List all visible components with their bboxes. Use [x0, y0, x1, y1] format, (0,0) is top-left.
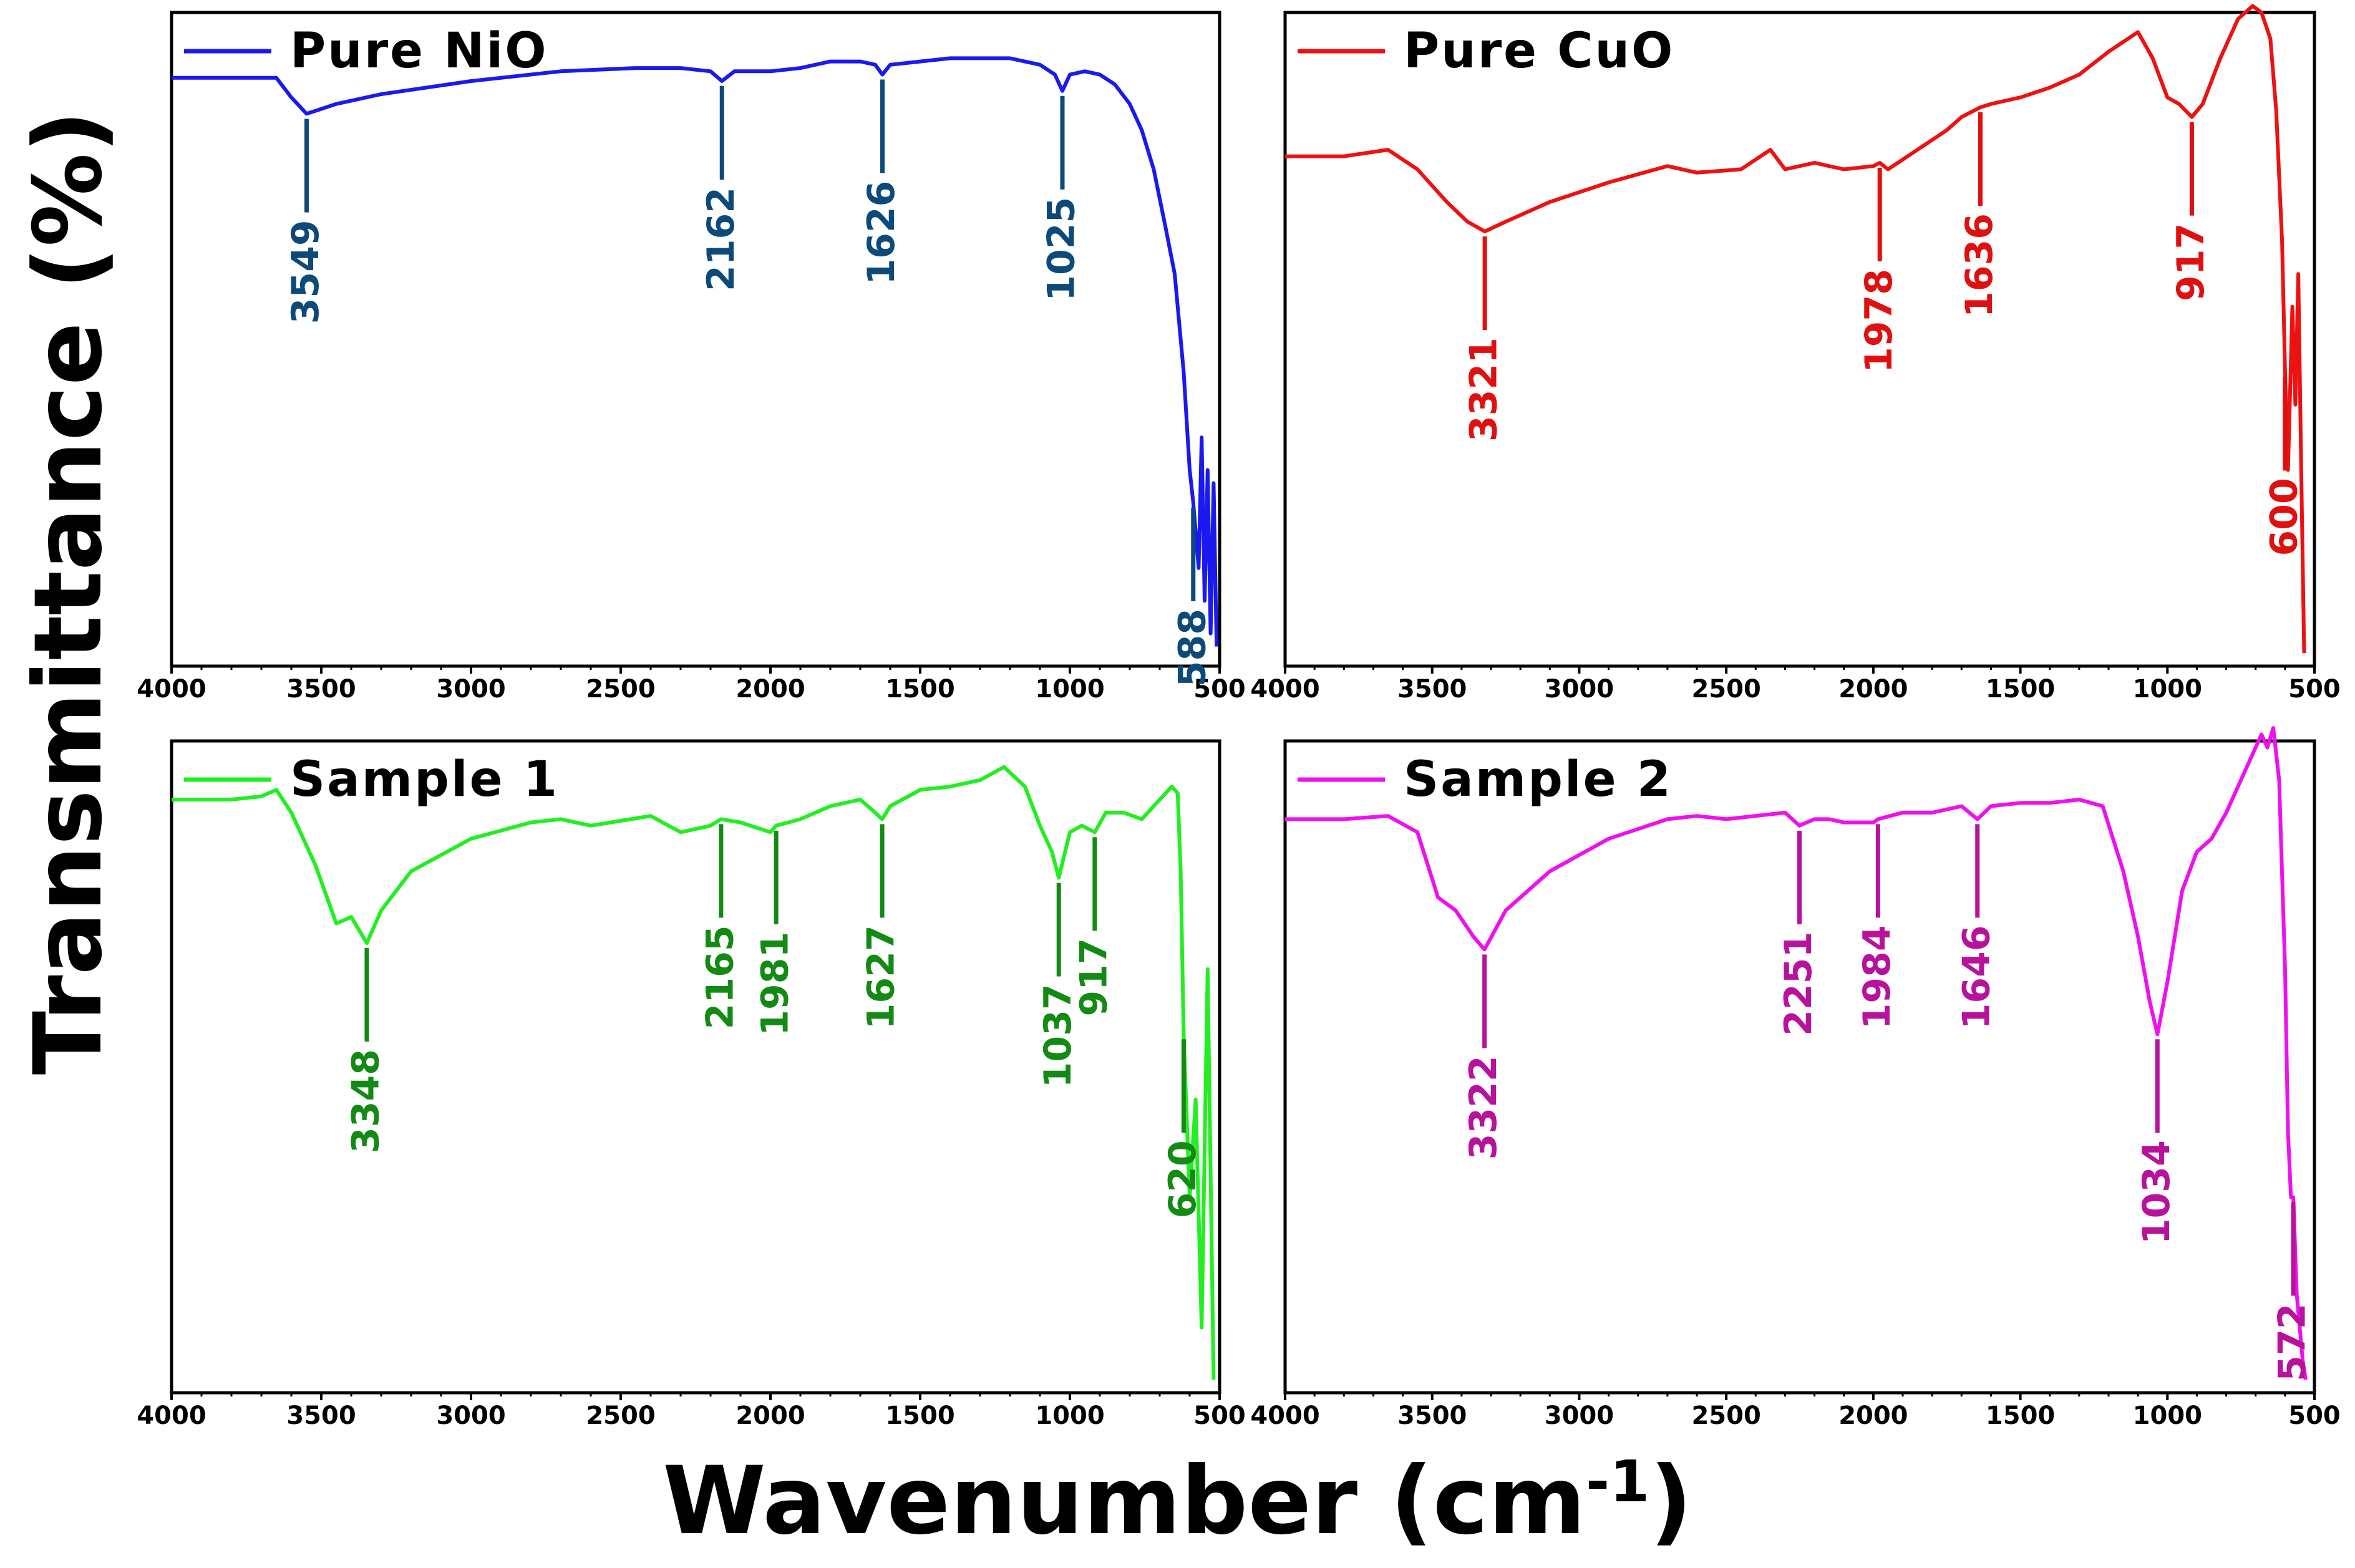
x-tick-label-sample1-500: 500: [1193, 1401, 1246, 1430]
peak-label-sample1-1981: 1981: [754, 932, 797, 1036]
x-tick-label-nio-4000: 4000: [137, 675, 206, 704]
series-line-sample2-0: [1285, 726, 2308, 1380]
plot-frame-cuo: [1283, 11, 2316, 668]
peak-label-sample1-917: 917: [1072, 938, 1115, 1016]
x-tick-label-nio-1000: 1000: [1035, 675, 1104, 704]
x-tick-label-nio-3000: 3000: [436, 675, 505, 704]
x-axis-title-main: Wavenumber (cm: [663, 1447, 1586, 1556]
legend-label-cuo: Pure CuO: [1404, 23, 1674, 79]
legend-label-sample2: Sample 2: [1404, 752, 1673, 808]
x-tick-label-cuo-3000: 3000: [1545, 675, 1614, 704]
panel-sample2: 4000 3500 3000 2500 2000 1500 1000 500 3322 2251 1…: [1250, 726, 2341, 1430]
peak-label-cuo-1978: 1978: [1857, 269, 1901, 373]
x-tick-label-sample2-4000: 4000: [1250, 1401, 1319, 1430]
peak-label-sample1-1627: 1627: [860, 925, 903, 1029]
peak-label-sample2-2251: 2251: [1777, 932, 1820, 1036]
x-tick-label-sample2-2500: 2500: [1691, 1401, 1760, 1430]
x-tick-label-nio-1500: 1500: [885, 675, 954, 704]
panel-nio: 4000 3500 3000 2500 2000 1500 1000 500 3549 2162 1…: [137, 11, 1246, 704]
x-tick-label-sample2-500: 500: [2288, 1401, 2341, 1430]
peak-label-cuo-1636: 1636: [1958, 213, 2001, 317]
x-tick-label-cuo-2500: 2500: [1691, 675, 1760, 704]
series-line-nio-0: [172, 56, 1219, 647]
x-tick-label-cuo-1500: 1500: [1986, 675, 2055, 704]
peak-label-sample2-572: 572: [2271, 1304, 2314, 1382]
peak-label-sample2-1034: 1034: [2135, 1140, 2178, 1244]
x-tick-label-sample2-1000: 1000: [2133, 1401, 2202, 1430]
x-tick-label-sample1-4000: 4000: [137, 1401, 206, 1430]
x-tick-label-cuo-4000: 4000: [1250, 675, 1319, 704]
plot-frame-sample2: [1283, 739, 2316, 1395]
peak-label-sample2-1984: 1984: [1855, 925, 1899, 1029]
x-tick-label-sample1-3000: 3000: [436, 1401, 505, 1430]
peak-label-sample1-1037: 1037: [1036, 984, 1080, 1088]
panel-sample1: 4000 3500 3000 2500 2000 1500 1000 500 3348 2165 1…: [137, 739, 1246, 1430]
x-tick-label-sample1-3500: 3500: [286, 1401, 356, 1430]
peak-label-sample1-3348: 3348: [344, 1049, 388, 1153]
x-tick-label-cuo-1000: 1000: [2133, 675, 2202, 704]
x-tick-label-sample2-3000: 3000: [1545, 1401, 1614, 1430]
x-tick-label-sample1-1000: 1000: [1035, 1401, 1104, 1430]
x-tick-label-nio-2500: 2500: [586, 675, 655, 704]
x-tick-label-sample1-2500: 2500: [586, 1401, 655, 1430]
peak-label-sample2-3322: 3322: [1462, 1055, 1505, 1159]
x-tick-label-sample1-2000: 2000: [736, 1401, 805, 1430]
x-tick-label-sample2-3500: 3500: [1397, 1401, 1467, 1430]
peak-label-nio-588: 588: [1170, 609, 1214, 687]
peak-label-nio-1626: 1626: [860, 181, 903, 285]
peak-label-sample1-620: 620: [1161, 1140, 1205, 1218]
series-line-sample1-0: [172, 765, 1216, 1380]
x-tick-label-cuo-2000: 2000: [1838, 675, 1908, 704]
peak-label-cuo-3321: 3321: [1462, 337, 1506, 442]
legend-label-sample1: Sample 1: [290, 752, 559, 808]
x-axis-title-end: ): [1649, 1447, 1692, 1556]
plot-frame-nio: [170, 11, 1221, 668]
x-tick-label-cuo-3500: 3500: [1397, 675, 1467, 704]
peak-label-sample2-1646: 1646: [1954, 925, 1998, 1029]
x-tick-label-nio-2000: 2000: [736, 675, 805, 704]
panel-cuo: 4000 3500 3000 2500 2000 1500 1000 500 3321 1978 1…: [1250, 4, 2341, 704]
plot-frame-sample1: [170, 739, 1221, 1395]
peak-label-sample1-2165: 2165: [698, 925, 742, 1029]
x-tick-label-cuo-500: 500: [2288, 675, 2341, 704]
peak-label-nio-1025: 1025: [1040, 197, 1084, 301]
x-tick-label-sample2-2000: 2000: [1838, 1401, 1908, 1430]
x-tick-label-sample1-1500: 1500: [885, 1401, 954, 1430]
peak-label-cuo-917: 917: [2169, 223, 2213, 301]
series-line-cuo-0: [1285, 4, 2306, 654]
x-tick-label-nio-500: 500: [1193, 675, 1246, 704]
legend-label-nio: Pure NiO: [290, 23, 548, 79]
x-axis-title: Wavenumber (cm-1): [0, 1435, 2355, 1568]
x-tick-label-sample2-1500: 1500: [1986, 1401, 2055, 1430]
peak-label-cuo-600: 600: [2262, 478, 2306, 556]
x-tick-label-nio-3500: 3500: [286, 675, 356, 704]
x-axis-title-sup: -1: [1586, 1448, 1650, 1515]
peak-label-nio-2162: 2162: [699, 187, 743, 291]
peak-label-nio-3549: 3549: [284, 220, 328, 324]
